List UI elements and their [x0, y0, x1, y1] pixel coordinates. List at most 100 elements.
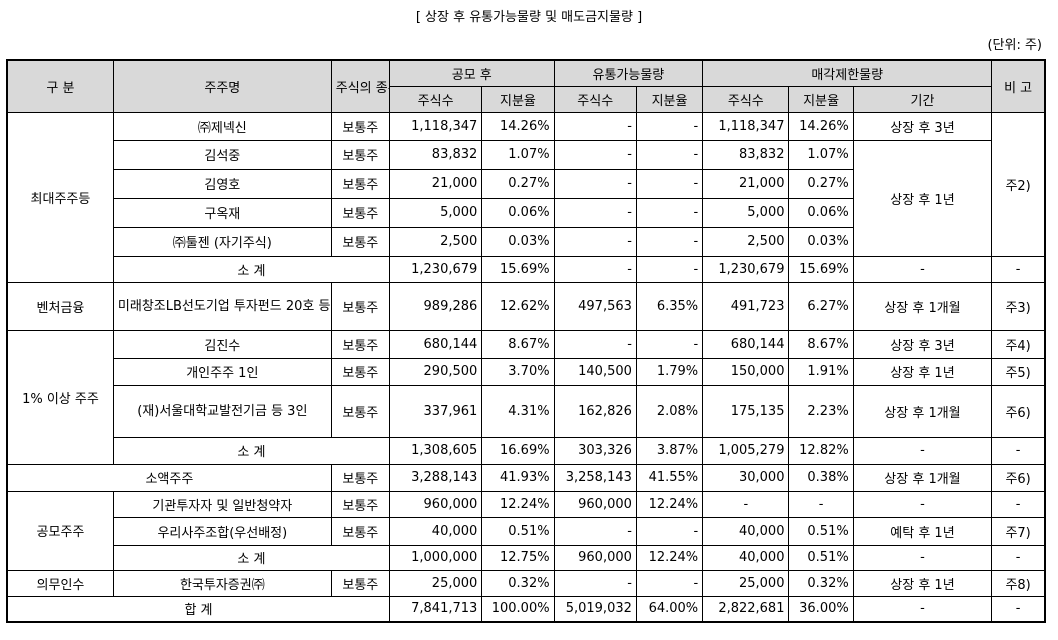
header-category: 구 분: [6, 59, 114, 113]
period-value: 상장 후 3년: [852, 329, 993, 359]
ratio-value: 41.55%: [635, 463, 704, 492]
period-value: 상장 후 3년: [852, 111, 993, 141]
shares-value: -: [553, 516, 637, 546]
stock-type: 보통주: [330, 569, 390, 597]
shares-value: 680,144: [702, 329, 790, 359]
note-value: -: [991, 490, 1046, 518]
shares-value: 1,230,679: [702, 255, 790, 283]
period-value: 상장 후 1년: [852, 357, 993, 386]
ratio-value: -: [635, 139, 704, 170]
subtotal-row: 소 계 1,000,000 12.75% 960,000 12.24% 40,0…: [7, 544, 1046, 571]
ratio-value: 12.62%: [481, 281, 555, 331]
period-value: -: [852, 490, 993, 518]
period-value: 예탁 후 1년: [852, 516, 993, 546]
note-value: -: [991, 595, 1046, 623]
holder-name: 김영호: [112, 168, 332, 199]
total-row: 합 계 7,841,713 100.00% 5,019,032 64.00% 2…: [6, 595, 1046, 623]
header-shares: 주식수: [388, 85, 483, 113]
header-after-ipo: 공모 후: [388, 59, 555, 87]
ratio-value: 8.67%: [481, 329, 555, 359]
stock-type: 보통주: [330, 226, 390, 257]
ratio-value: 100.00%: [481, 595, 555, 623]
ratio-value: 2.23%: [788, 384, 854, 438]
ratio-value: 12.24%: [481, 490, 555, 518]
shares-value: 337,961: [388, 384, 483, 438]
ratio-value: 6.35%: [635, 281, 704, 331]
stock-type: 보통주: [330, 168, 390, 199]
holder-name: (재)서울대학교발전기금 등 3인: [112, 384, 332, 438]
subtotal-row: 소 계 1,230,679 15.69% - - 1,230,679 15.69…: [7, 255, 1046, 283]
subtotal-label: 소 계: [112, 544, 390, 571]
stock-type: 보통주: [330, 490, 390, 518]
shares-value: 5,000: [702, 197, 790, 228]
shares-value: -: [553, 111, 637, 141]
group-label: 1% 이상 주주: [6, 329, 114, 465]
period-value: -: [852, 595, 993, 623]
shares-value: 303,326: [553, 436, 637, 465]
holder-name: 김진수: [112, 329, 332, 359]
note-value: -: [991, 436, 1046, 465]
header-note: 비 고: [991, 59, 1046, 113]
page-title: [ 상장 후 유통가능물량 및 매도금지물량 ]: [415, 10, 643, 25]
header-shares: 주식수: [702, 85, 790, 113]
shares-value: 21,000: [388, 168, 483, 199]
shares-value: 83,832: [388, 139, 483, 170]
header-period: 기간: [852, 85, 993, 113]
ratio-value: 15.69%: [788, 255, 854, 283]
ratio-value: -: [635, 569, 704, 597]
period-value: 상장 후 1개월: [852, 463, 993, 492]
shares-value: 1,308,605: [388, 436, 483, 465]
holder-name: 한국투자증권㈜: [112, 569, 332, 597]
ratio-value: 64.00%: [635, 595, 704, 623]
ratio-value: 0.51%: [788, 544, 854, 571]
ratio-value: 3.87%: [635, 436, 704, 465]
shares-value: 3,288,143: [388, 463, 483, 492]
shares-value: 25,000: [388, 569, 483, 597]
shares-value: 1,118,347: [702, 111, 790, 141]
table-row: ㈜툴젠 (자기주식) 보통주 2,500 0.03% - - 2,500 0.0…: [7, 226, 1045, 257]
stock-type: 보통주: [330, 281, 390, 331]
ratio-value: -: [635, 197, 704, 228]
header-ratio: 지분율: [635, 85, 704, 113]
period-value: 상장 후 1년: [852, 139, 993, 257]
stock-type: 보통주: [330, 384, 390, 438]
ratio-value: -: [635, 226, 704, 257]
ratio-value: 6.27%: [788, 281, 854, 331]
ratio-value: 1.79%: [635, 357, 704, 386]
table-row: 공모주주 기관투자자 및 일반청약자 보통주 960,000 12.24% 96…: [6, 490, 1046, 571]
group-label: 의무인수: [6, 569, 114, 597]
shares-value: 140,500: [553, 357, 637, 386]
period-value: -: [852, 436, 993, 465]
ratio-value: 14.26%: [481, 111, 555, 141]
note-value: 주6): [991, 463, 1046, 492]
ratio-value: 16.69%: [481, 436, 555, 465]
stock-type: 보통주: [330, 111, 390, 141]
header-ratio: 지분율: [481, 85, 555, 113]
note-value: 주4): [991, 329, 1046, 359]
ratio-value: 1.91%: [788, 357, 854, 386]
ratio-value: 1.07%: [481, 139, 555, 170]
subtotal-label: 소 계: [112, 255, 390, 283]
ratio-value: -: [788, 490, 854, 518]
unit-label: (단위: 주): [987, 38, 1042, 53]
shares-value: -: [553, 569, 637, 597]
header-stock-type: 주식의 종류: [330, 59, 390, 113]
period-value: 상장 후 1년: [852, 569, 993, 597]
shares-value: 40,000: [388, 516, 483, 546]
ratio-value: 0.03%: [788, 226, 854, 257]
period-value: 상장 후 1개월: [852, 384, 993, 438]
shares-value: 1,230,679: [388, 255, 483, 283]
holder-name: 개인주주 1인: [112, 357, 332, 386]
shares-value: -: [553, 139, 637, 170]
shares-value: 680,144: [388, 329, 483, 359]
shares-value: 2,822,681: [702, 595, 790, 623]
group-label: 공모주주: [6, 490, 114, 571]
shares-value: 960,000: [553, 544, 637, 571]
stock-type: 보통주: [330, 329, 390, 359]
ratio-value: 0.27%: [481, 168, 555, 199]
shares-value: -: [553, 168, 637, 199]
note-value: 주8): [991, 569, 1046, 597]
shares-value: 497,563: [553, 281, 637, 331]
holder-name: 김석중: [112, 139, 332, 170]
shares-value: -: [553, 226, 637, 257]
